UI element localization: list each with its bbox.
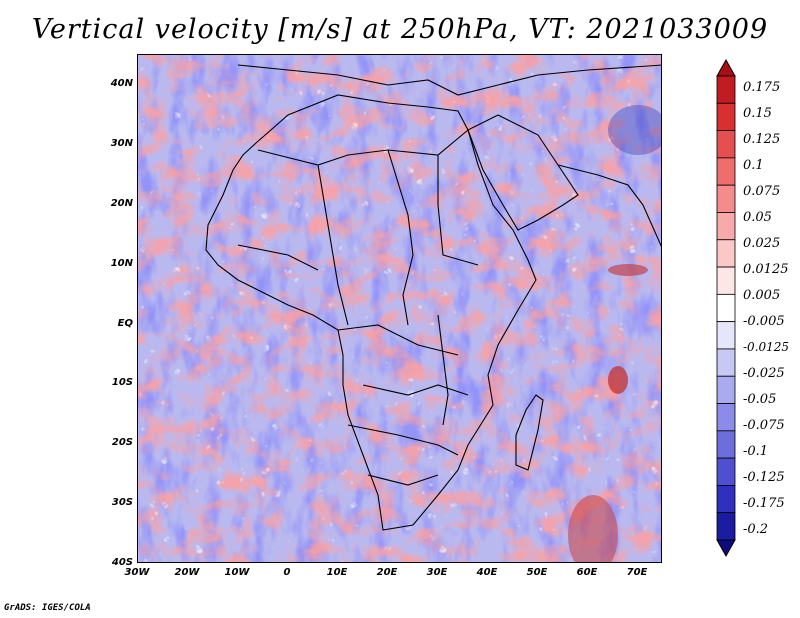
- lat-label-20n: 20N: [110, 198, 133, 209]
- colorbar-label-00125: 0.0125: [743, 262, 789, 277]
- lon-label-60e: 60E: [576, 567, 598, 578]
- colorbar-label-neg0075: -0.075: [743, 418, 785, 433]
- colorbar-label-01: 0.1: [743, 158, 764, 173]
- colorbar-label-neg0025: -0.025: [743, 366, 785, 381]
- colorbar-label-neg0005: -0.005: [743, 314, 785, 329]
- colorbar-label-0175: 0.175: [743, 80, 781, 95]
- colorbar-label-neg0175: -0.175: [743, 496, 785, 511]
- colorbar-label-015: 0.15: [743, 106, 772, 121]
- lon-label-30e: 30E: [426, 567, 448, 578]
- colorbar-segment: [716, 184, 736, 213]
- lon-label-20w: 20W: [174, 567, 200, 578]
- lat-label-40n: 40N: [110, 78, 133, 89]
- colorbar-cap-bottom: [716, 539, 736, 558]
- colorbar-segment: [716, 403, 736, 432]
- colorbar-segment: [716, 293, 736, 323]
- grads-credit: GrADS: IGES/COLA: [4, 603, 91, 613]
- lon-label-40e: 40E: [476, 567, 498, 578]
- lat-label-30s: 30S: [111, 497, 133, 508]
- coastline-outline: [205, 64, 661, 531]
- colorbar-label-0075: 0.075: [743, 184, 781, 199]
- lon-label-30w: 30W: [124, 567, 150, 578]
- lat-label-eq: EQ: [117, 318, 133, 329]
- colorbar-segment: [716, 266, 736, 295]
- lon-label-0: 0: [283, 567, 291, 578]
- colorbar-label-neg02: -0.2: [743, 522, 769, 537]
- colorbar-label-0125: 0.125: [743, 132, 781, 147]
- colorbar-label-neg005: -0.05: [743, 392, 777, 407]
- map-title: Vertical velocity [m/s] at 250hPa, VT: 2…: [31, 14, 769, 45]
- colorbar-segment: [716, 348, 736, 377]
- colorbar-label-005: 0.05: [743, 210, 772, 225]
- lat-label-40s: 40S: [111, 557, 133, 568]
- lat-label-20s: 20S: [111, 437, 133, 448]
- colorbar-label-neg0125: -0.125: [743, 470, 785, 485]
- colorbar-cap-top: [716, 58, 736, 77]
- colorbar-segment: [716, 457, 736, 486]
- lon-label-50e: 50E: [526, 567, 548, 578]
- colorbar-segment: [716, 75, 736, 104]
- colorbar-segment: [716, 512, 736, 541]
- colorbar-segment: [716, 321, 736, 350]
- colorbar-segment: [716, 375, 736, 404]
- lon-label-10e: 10E: [326, 567, 348, 578]
- colorbar-label-0005: 0.005: [743, 288, 781, 303]
- colorbar: [716, 58, 736, 558]
- vertical-velocity-field: [138, 55, 661, 562]
- lat-label-30n: 30N: [110, 138, 133, 149]
- colorbar-segment: [716, 239, 736, 268]
- map-plot-area: [137, 54, 662, 563]
- colorbar-segment: [716, 430, 736, 459]
- lat-label-10n: 10N: [110, 258, 133, 269]
- colorbar-segment: [716, 157, 736, 186]
- colorbar-segment: [716, 130, 736, 159]
- colorbar-label-neg01: -0.1: [743, 444, 769, 459]
- colorbar-label-neg00125: -0.0125: [743, 340, 790, 354]
- colorbar-segment: [716, 212, 736, 241]
- lon-label-20e: 20E: [376, 567, 398, 578]
- lon-label-70e: 70E: [626, 567, 648, 578]
- lat-label-10s: 10S: [111, 377, 133, 388]
- colorbar-segment: [716, 102, 736, 131]
- colorbar-segment: [716, 485, 736, 514]
- colorbar-label-0025: 0.025: [743, 236, 781, 251]
- lon-label-10w: 10W: [224, 567, 250, 578]
